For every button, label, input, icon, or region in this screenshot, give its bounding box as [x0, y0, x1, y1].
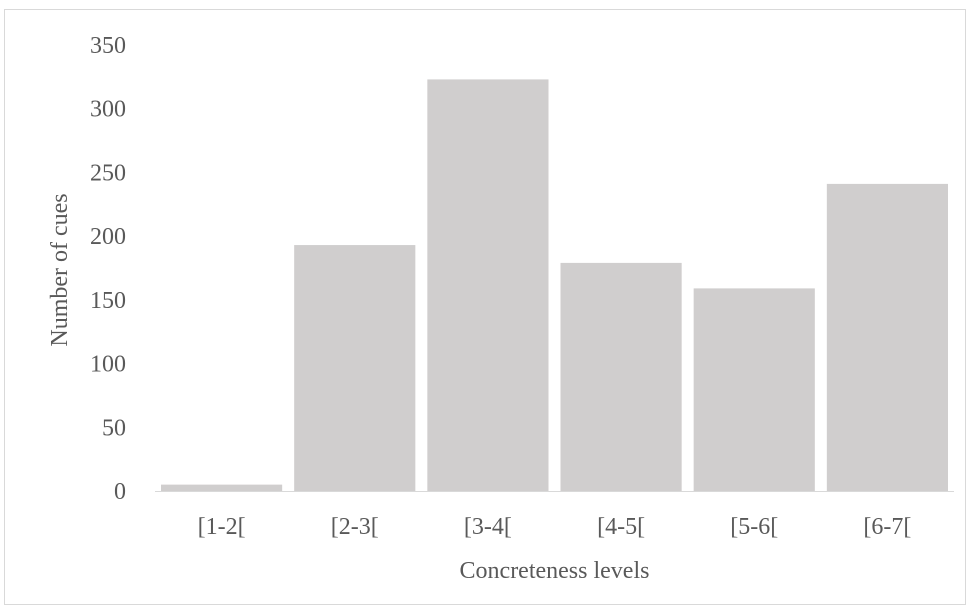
y-tick-label: 200 [90, 224, 126, 250]
y-tick-label: 50 [102, 415, 126, 441]
y-tick-label: 150 [90, 288, 126, 314]
x-tick-labels: [1-2[ [2-3[ [3-4[ [4-5[ [5-6[ [6-7[ [198, 514, 912, 540]
x-tick-label: [5-6[ [730, 514, 778, 540]
x-tick-label: [1-2[ [198, 514, 246, 540]
bar-5 [826, 183, 948, 491]
x-tick-label: [3-4[ [464, 514, 512, 540]
y-axis-title: Number of cues [47, 193, 73, 346]
bars-group [161, 79, 948, 492]
bar-3 [560, 262, 682, 491]
x-tick-label: [6-7[ [863, 514, 911, 540]
y-tick-label: 300 [90, 97, 126, 123]
x-tick-label: [2-3[ [331, 514, 379, 540]
bar-2 [427, 79, 549, 492]
y-tick-label: 100 [90, 352, 126, 378]
bar-1 [294, 245, 416, 491]
y-tick-label: 250 [90, 160, 126, 186]
x-tick-label: [4-5[ [597, 514, 645, 540]
y-tick-label: 350 [90, 33, 126, 59]
y-tick-label: 0 [114, 479, 126, 505]
bar-0 [161, 484, 283, 491]
x-axis-title: Concreteness levels [460, 558, 650, 584]
y-tick-labels: 0 50 100 150 200 250 300 350 [90, 33, 126, 505]
bar-4 [693, 288, 815, 491]
